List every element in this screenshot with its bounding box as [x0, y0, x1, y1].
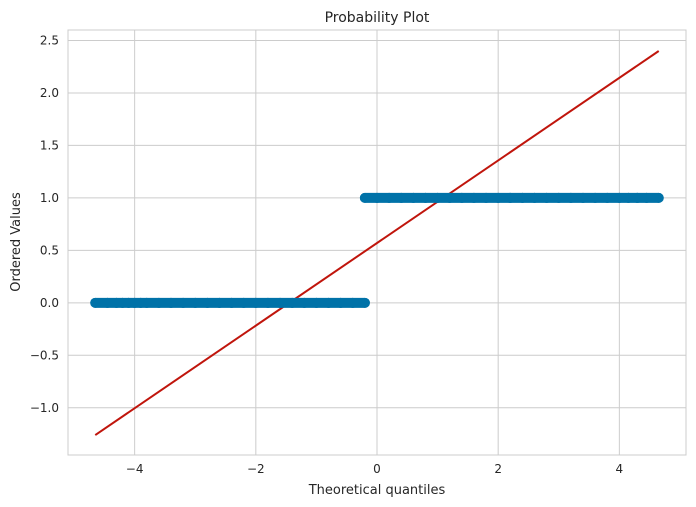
- scatter-point: [347, 297, 358, 308]
- scatter-point: [432, 192, 443, 203]
- scatter-point: [541, 192, 552, 203]
- y-axis-title: Ordered Values: [9, 192, 24, 292]
- scatter-point: [311, 297, 322, 308]
- plot-frame: [67, 29, 687, 456]
- y-tick-label: −1.0: [30, 401, 59, 415]
- scatter-points-group: [90, 192, 664, 308]
- scatter-point: [153, 297, 164, 308]
- x-tick-labels: −4 −2 0 2 4: [126, 462, 623, 476]
- scatter-point: [90, 297, 101, 308]
- scatter-point: [653, 192, 664, 203]
- scatter-point: [444, 192, 455, 203]
- y-tick-label: −0.5: [30, 348, 59, 362]
- scatter-point: [178, 297, 189, 308]
- scatter-point: [262, 297, 273, 308]
- scatter-point: [565, 192, 576, 203]
- scatter-point: [359, 297, 370, 308]
- scatter-point: [359, 192, 370, 203]
- y-tick-label: 2.0: [40, 86, 59, 100]
- scatter-point: [384, 192, 395, 203]
- x-tick-label: −4: [126, 462, 144, 476]
- scatter-point: [250, 297, 261, 308]
- scatter-point: [408, 192, 419, 203]
- x-tick-label: 4: [616, 462, 624, 476]
- scatter-point: [372, 192, 382, 203]
- scatter-point: [226, 297, 237, 308]
- scatter-point: [396, 192, 407, 203]
- scatter-point: [166, 297, 176, 308]
- x-tick-label: 2: [494, 462, 502, 476]
- x-tick-label: 0: [373, 462, 381, 476]
- scatter-point: [493, 192, 504, 203]
- y-tick-label: 0.5: [40, 243, 59, 257]
- scatter-point: [190, 297, 201, 308]
- scatter-point: [141, 297, 152, 308]
- scatter-point: [214, 297, 225, 308]
- fit-line: [94, 50, 660, 436]
- y-tick-label: 1.5: [40, 138, 59, 152]
- scatter-point: [623, 192, 634, 203]
- scatter-point: [102, 297, 113, 308]
- scatter-point: [275, 297, 286, 308]
- scatter-point: [456, 192, 467, 203]
- scatter-point: [335, 297, 346, 308]
- scatter-point: [590, 192, 601, 203]
- scatter-point: [323, 297, 334, 308]
- x-tick-label: −2: [247, 462, 265, 476]
- scatter-point: [529, 192, 540, 203]
- scatter-point: [578, 192, 588, 203]
- x-axis-title: Theoretical quantiles: [308, 483, 446, 498]
- scatter-point: [238, 297, 249, 308]
- scatter-point: [202, 297, 213, 308]
- y-tick-label: 2.5: [40, 33, 59, 47]
- fit-line-group: [94, 50, 660, 436]
- scatter-point: [287, 297, 298, 308]
- scatter-point: [420, 192, 431, 203]
- scatter-point: [614, 192, 625, 203]
- y-tick-label: 1.0: [40, 191, 59, 205]
- scatter-point: [505, 192, 516, 203]
- y-tick-labels: −1.0 −0.5 0.0 0.5 1.0 1.5 2.0 2.5: [30, 33, 59, 414]
- scatter-point: [299, 297, 310, 308]
- y-tick-label: 0.0: [40, 296, 59, 310]
- scatter-point: [602, 192, 613, 203]
- scatter-point: [468, 192, 479, 203]
- chart-title: Probability Plot: [325, 10, 430, 26]
- scatter-point: [481, 192, 492, 203]
- scatter-point: [517, 192, 528, 203]
- scatter-point: [632, 192, 643, 203]
- scatter-point: [641, 192, 652, 203]
- scatter-point: [553, 192, 564, 203]
